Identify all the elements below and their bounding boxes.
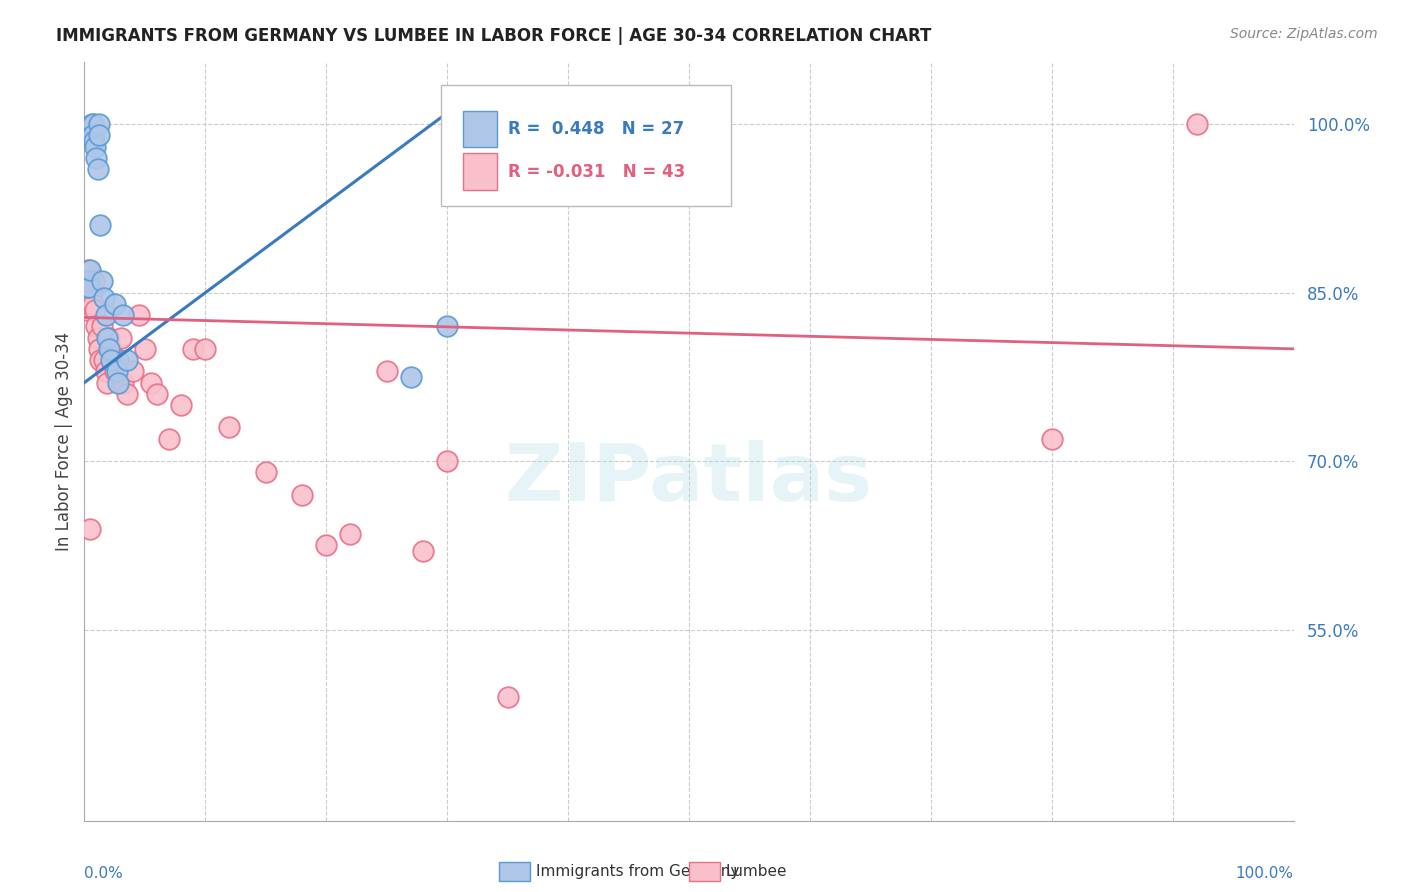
Point (87, 128, 110, 143)
Text: R = -0.031   N = 43: R = -0.031 N = 43 (508, 162, 685, 180)
Point (83, 275, 105, 289)
Text: Immigrants from Germany: Immigrants from Germany (536, 864, 740, 879)
Point (315, 538, 337, 552)
Text: ZIPatlas: ZIPatlas (505, 441, 873, 518)
Point (115, 386, 138, 401)
Point (77, 280, 100, 294)
Point (86, 319, 108, 334)
Point (91, 319, 114, 334)
Point (399, 370, 422, 384)
Point (121, 364, 143, 378)
Point (82, 297, 104, 311)
Point (82, 128, 104, 143)
Point (146, 386, 169, 401)
FancyBboxPatch shape (463, 111, 496, 147)
Point (107, 353, 129, 368)
Point (170, 398, 193, 412)
Point (157, 432, 180, 446)
FancyBboxPatch shape (463, 153, 496, 190)
Point (115, 353, 138, 368)
Point (96, 331, 118, 345)
Point (93, 353, 115, 368)
Point (77, 263, 100, 277)
Point (291, 488, 314, 502)
Point (80, 285, 103, 300)
Point (254, 466, 277, 480)
Point (94, 308, 117, 322)
Point (76, 280, 98, 294)
Point (1040, 432, 1063, 446)
Point (80, 117, 103, 131)
Point (97, 342, 120, 356)
Point (339, 527, 361, 541)
Point (96, 376, 118, 390)
Point (94, 364, 117, 378)
Point (87, 117, 110, 131)
Point (139, 376, 162, 390)
Text: R =  0.448   N = 27: R = 0.448 N = 27 (508, 120, 683, 138)
Point (134, 342, 156, 356)
Point (104, 297, 127, 311)
Point (77, 275, 100, 289)
Point (375, 364, 398, 378)
Text: 100.0%: 100.0% (1236, 866, 1294, 881)
Point (82, 117, 104, 131)
Point (89, 353, 111, 368)
Point (112, 308, 135, 322)
Point (128, 308, 150, 322)
FancyBboxPatch shape (441, 85, 731, 207)
Point (97, 331, 120, 345)
Point (91, 275, 114, 289)
Text: Source: ZipAtlas.com: Source: ZipAtlas.com (1230, 27, 1378, 41)
Point (436, 319, 458, 334)
Point (77, 297, 100, 311)
Point (110, 331, 132, 345)
Point (1185, 117, 1208, 131)
Point (181, 342, 204, 356)
Point (84, 139, 107, 153)
Point (87, 342, 110, 356)
Point (412, 544, 434, 558)
Point (100, 353, 122, 368)
Point (104, 364, 127, 378)
Point (112, 376, 135, 390)
Point (79, 522, 101, 536)
Point (86, 162, 108, 177)
Point (496, 690, 519, 704)
Point (76, 302, 98, 317)
Text: 0.0%: 0.0% (84, 866, 124, 881)
Point (86, 331, 108, 345)
Point (93, 291, 115, 305)
Point (105, 364, 128, 378)
Point (100, 342, 122, 356)
Point (79, 263, 101, 277)
Point (194, 342, 217, 356)
Text: Lumbee: Lumbee (725, 864, 787, 879)
Point (83, 134, 105, 148)
Point (107, 376, 129, 390)
Point (436, 454, 458, 468)
Point (218, 420, 240, 434)
Text: IMMIGRANTS FROM GERMANY VS LUMBEE IN LABOR FORCE | AGE 30-34 CORRELATION CHART: IMMIGRANTS FROM GERMANY VS LUMBEE IN LAB… (56, 27, 932, 45)
Point (86, 151, 108, 165)
Point (84, 302, 107, 317)
Point (89, 219, 111, 233)
Y-axis label: In Labor Force | Age 30-34: In Labor Force | Age 30-34 (55, 332, 73, 551)
